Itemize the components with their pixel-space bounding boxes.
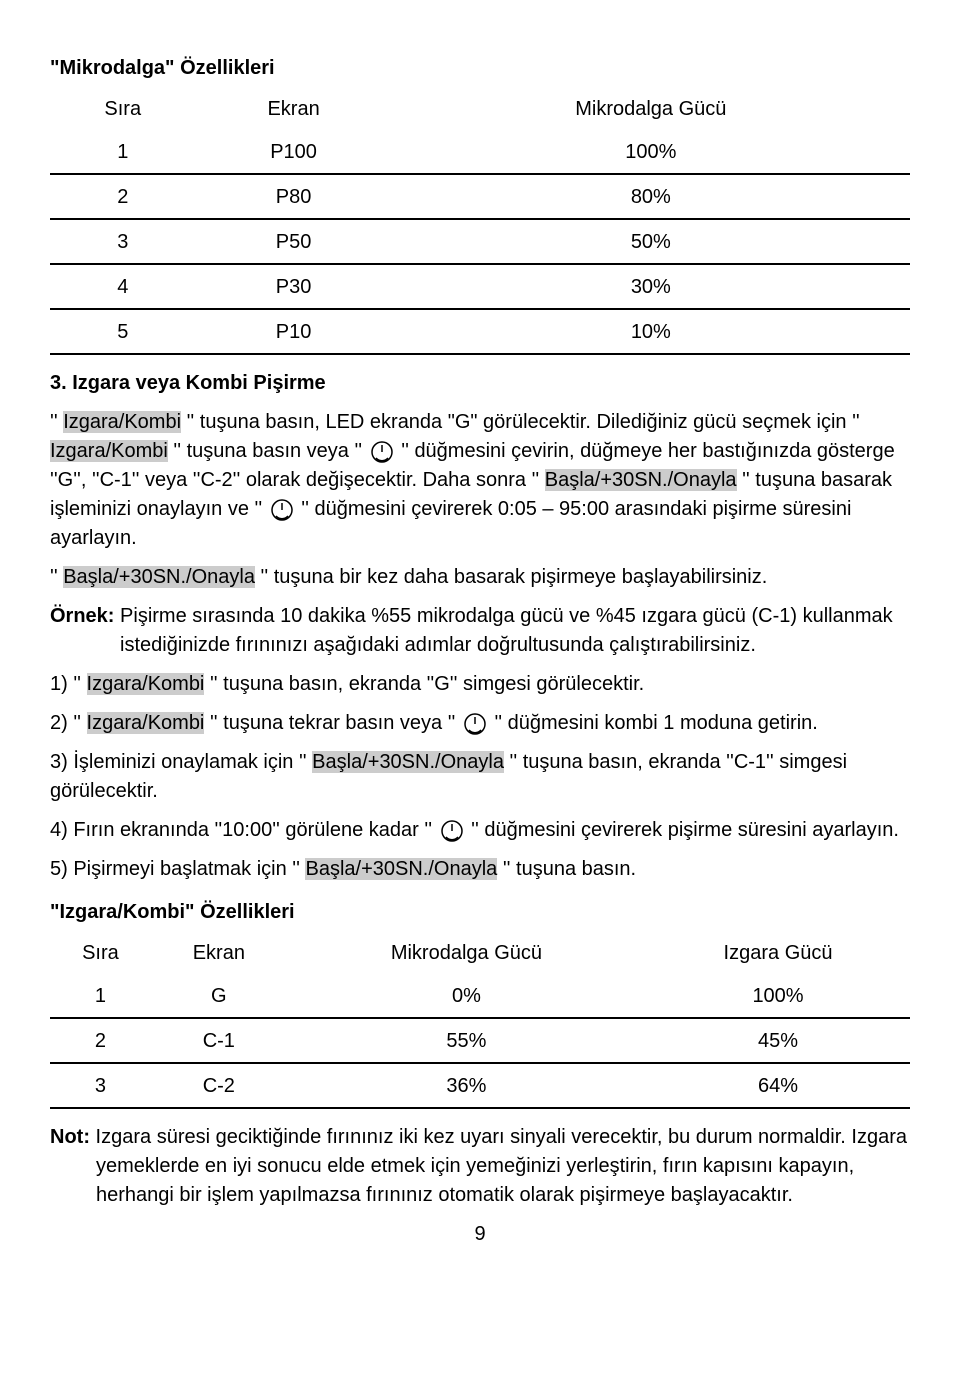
kombi-para1: '' Izgara/Kombi '' tuşuna basın, LED ekr…: [50, 408, 910, 553]
section2-title: "Izgara/Kombi" Özellikleri: [50, 898, 910, 927]
table-row: 4P3030%: [50, 264, 910, 309]
kombi-para2: '' Başla/+30SN./Onayla '' tuşuna bir kez…: [50, 563, 910, 592]
table-row: 3C-236%64%: [50, 1063, 910, 1108]
ornek: Örnek: Pişirme sırasında 10 dakika %55 m…: [50, 602, 910, 660]
table-row: 2C-155%45%: [50, 1018, 910, 1063]
mikrodalga-table: Sıra Ekran Mikrodalga Gücü 1P100100% 2P8…: [50, 87, 910, 355]
kombi-heading: 3. Izgara veya Kombi Pişirme: [50, 369, 910, 398]
note: Not: Izgara süresi geciktiğinde fırınını…: [50, 1123, 910, 1210]
izgara-table: Sıra Ekran Mikrodalga Gücü Izgara Gücü 1…: [50, 931, 910, 1109]
section1-title: "Mikrodalga" Özellikleri: [50, 54, 910, 83]
table-row: 5P1010%: [50, 309, 910, 354]
step-4: 4) Fırın ekranında ''10:00'' görülene ka…: [50, 816, 910, 845]
dial-icon: [370, 440, 394, 464]
step-5: 5) Pişirmeyi başlatmak için '' Başla/+30…: [50, 855, 910, 884]
table-row: 1P100100%: [50, 130, 910, 174]
col-ekran: Ekran: [151, 931, 287, 974]
col-sira: Sıra: [50, 931, 151, 974]
dial-icon: [440, 819, 464, 843]
steps-list: 1) '' Izgara/Kombi '' tuşuna basın, ekra…: [50, 670, 910, 884]
col-sira: Sıra: [50, 87, 196, 130]
step-1: 1) '' Izgara/Kombi '' tuşuna basın, ekra…: [50, 670, 910, 699]
col-gucu: Mikrodalga Gücü: [392, 87, 910, 130]
col-izgara: Izgara Gücü: [646, 931, 910, 974]
step-2: 2) '' Izgara/Kombi '' tuşuna tekrar bası…: [50, 709, 910, 738]
dial-icon: [270, 498, 294, 522]
table-row: 3P5050%: [50, 219, 910, 264]
col-mikro: Mikrodalga Gücü: [287, 931, 646, 974]
step-3: 3) İşleminizi onaylamak için '' Başla/+3…: [50, 748, 910, 806]
dial-icon: [463, 712, 487, 736]
col-ekran: Ekran: [196, 87, 392, 130]
table-row: 1G0%100%: [50, 974, 910, 1018]
table-row: 2P8080%: [50, 174, 910, 219]
page-number: 9: [50, 1220, 910, 1249]
